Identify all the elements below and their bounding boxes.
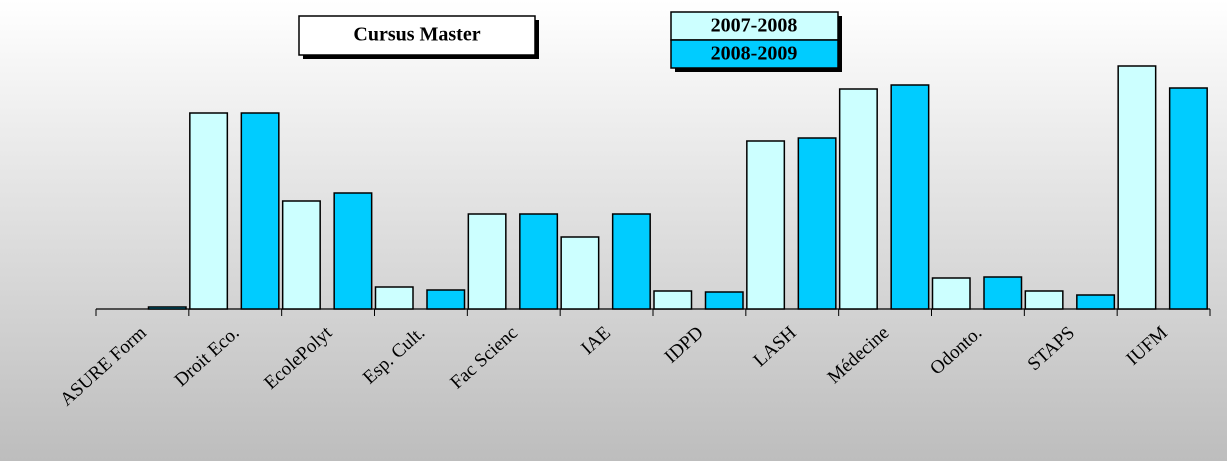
bar [704,291,744,310]
bar [333,192,373,310]
title-box [298,15,536,56]
legend-label: 2008-2009 [711,43,798,65]
bar [560,236,600,310]
bar [189,112,229,310]
bar [797,137,837,310]
bar [467,213,507,310]
bar [374,286,414,310]
bar [1168,87,1208,310]
legend: 2007-2008 2008-2009 [670,11,839,69]
chart-title: Cursus Master [353,24,480,46]
bar [931,277,971,310]
bar [653,290,693,310]
bar [519,213,559,310]
legend-swatch [670,39,839,69]
bar [983,276,1023,310]
legend-label: 2007-2008 [711,15,798,37]
bar [1076,294,1116,310]
bar [611,213,651,310]
bar [746,140,786,310]
bar [1117,65,1157,310]
bar [147,306,187,310]
bar [281,200,321,310]
bar [890,84,930,310]
bar [240,112,280,310]
bar [1024,290,1064,310]
bar [838,88,878,310]
bar [426,289,466,310]
